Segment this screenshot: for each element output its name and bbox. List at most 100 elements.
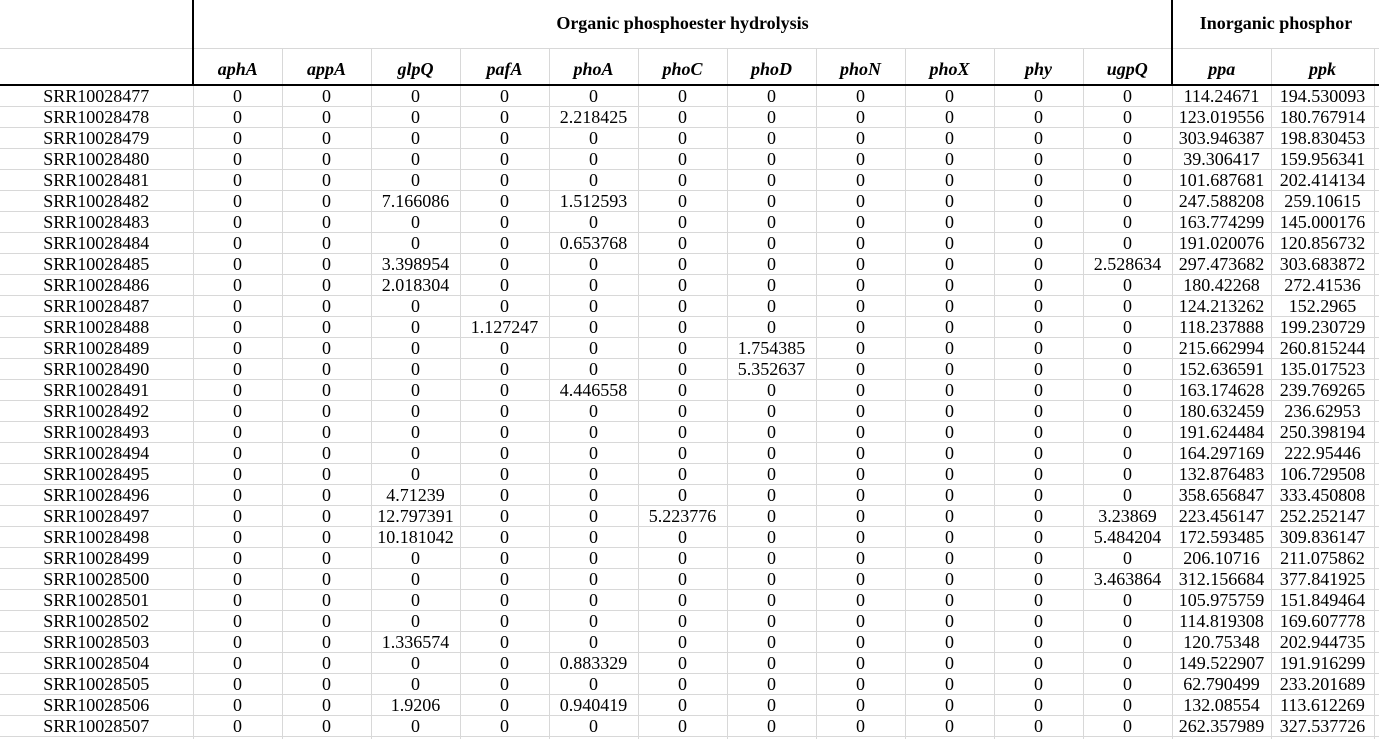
cell-SRR10028482-glpQ: 7.166086 xyxy=(370,190,460,212)
cell-SRR10028484-appA: 0 xyxy=(281,232,371,254)
table-row: SRR10028505 0 0 0 0 0 0 0 0 0 0 0 62.790499 233.20168… xyxy=(0,673,1379,695)
cell-SRR10028505-phoC: 0 xyxy=(637,673,727,695)
cell-SRR10028477-phoA: 0 xyxy=(548,85,638,107)
cell-SRR10028481-glpQ: 0 xyxy=(370,169,460,191)
spacer-cell xyxy=(1373,148,1379,170)
cell-SRR10028486-phoA: 0 xyxy=(548,274,638,296)
table-row: SRR10028479 0 0 0 0 0 0 0 0 0 0 0 303.946387 198.8304… xyxy=(0,127,1379,149)
cell-SRR10028478-phoC: 0 xyxy=(637,106,727,128)
spacer-cell xyxy=(1373,442,1379,464)
cell-SRR10028491-phoC: 0 xyxy=(637,379,727,401)
cell-SRR10028484-ugpQ: 0 xyxy=(1082,232,1173,254)
spacer-cell xyxy=(1373,48,1379,86)
cell-SRR10028504-ppk: 191.916299 xyxy=(1270,652,1375,674)
table-row: SRR10028506 0 0 1.9206 0 0.940419 0 0 0 0 0 0 132.08… xyxy=(0,694,1379,716)
column-header-phy: phy xyxy=(993,48,1083,86)
table-row: SRR10028482 0 0 7.166086 0 1.512593 0 0 0 0 0 0 247.… xyxy=(0,190,1379,212)
cell-SRR10028478-ppa: 123.019556 xyxy=(1171,106,1272,128)
cell-SRR10028504-glpQ: 0 xyxy=(370,652,460,674)
cell-empty xyxy=(1082,736,1173,739)
row-label: SRR10028499 xyxy=(0,547,193,569)
cell-SRR10028498-phy: 0 xyxy=(993,526,1083,548)
cell-SRR10028478-appA: 0 xyxy=(281,106,371,128)
cell-SRR10028477-ppk: 194.530093 xyxy=(1270,85,1375,107)
cell-SRR10028501-phoD: 0 xyxy=(726,589,816,611)
cell-empty xyxy=(904,736,994,739)
corner-blank-cell xyxy=(0,0,193,49)
cell-SRR10028481-phoC: 0 xyxy=(637,169,727,191)
cell-SRR10028502-ugpQ: 0 xyxy=(1082,610,1173,632)
cell-SRR10028488-glpQ: 0 xyxy=(370,316,460,338)
cell-SRR10028505-phoA: 0 xyxy=(548,673,638,695)
cell-SRR10028482-phy: 0 xyxy=(993,190,1083,212)
cell-SRR10028507-glpQ: 0 xyxy=(370,715,460,737)
cell-SRR10028486-phoD: 0 xyxy=(726,274,816,296)
cell-SRR10028505-phoN: 0 xyxy=(815,673,905,695)
table-row: SRR10028480 0 0 0 0 0 0 0 0 0 0 0 39.306417 159.95634… xyxy=(0,148,1379,170)
cell-SRR10028492-phoX: 0 xyxy=(904,400,994,422)
cell-SRR10028482-appA: 0 xyxy=(281,190,371,212)
cell-SRR10028499-ppa: 206.10716 xyxy=(1171,547,1272,569)
cell-SRR10028479-phy: 0 xyxy=(993,127,1083,149)
cell-SRR10028506-appA: 0 xyxy=(281,694,371,716)
table-row: SRR10028499 0 0 0 0 0 0 0 0 0 0 0 206.10716 211.07586… xyxy=(0,547,1379,569)
cell-SRR10028507-phoD: 0 xyxy=(726,715,816,737)
cell-SRR10028496-ppk: 333.450808 xyxy=(1270,484,1375,506)
cell-SRR10028480-phoA: 0 xyxy=(548,148,638,170)
cell-SRR10028495-pafA: 0 xyxy=(459,463,549,485)
cell-SRR10028485-glpQ: 3.398954 xyxy=(370,253,460,275)
cell-SRR10028495-phy: 0 xyxy=(993,463,1083,485)
cell-SRR10028494-appA: 0 xyxy=(281,442,371,464)
cell-SRR10028486-ppk: 272.41536 xyxy=(1270,274,1375,296)
cell-SRR10028498-ppa: 172.593485 xyxy=(1171,526,1272,548)
cell-SRR10028479-phoX: 0 xyxy=(904,127,994,149)
row-label: SRR10028497 xyxy=(0,505,193,527)
cell-SRR10028495-appA: 0 xyxy=(281,463,371,485)
cell-SRR10028490-ppa: 152.636591 xyxy=(1171,358,1272,380)
cell-SRR10028499-phoD: 0 xyxy=(726,547,816,569)
cell-SRR10028496-phoX: 0 xyxy=(904,484,994,506)
cell-SRR10028477-phy: 0 xyxy=(993,85,1083,107)
cell-SRR10028503-ppk: 202.944735 xyxy=(1270,631,1375,653)
cell-SRR10028490-pafA: 0 xyxy=(459,358,549,380)
cell-SRR10028495-phoA: 0 xyxy=(548,463,638,485)
spacer-cell xyxy=(1373,274,1379,296)
cell-SRR10028500-pafA: 0 xyxy=(459,568,549,590)
cell-empty xyxy=(192,736,282,739)
cell-SRR10028501-phoA: 0 xyxy=(548,589,638,611)
cell-SRR10028482-ppa: 247.588208 xyxy=(1171,190,1272,212)
cell-SRR10028500-appA: 0 xyxy=(281,568,371,590)
cell-SRR10028480-glpQ: 0 xyxy=(370,148,460,170)
cell-SRR10028493-glpQ: 0 xyxy=(370,421,460,443)
cell-empty xyxy=(548,736,638,739)
cell-SRR10028499-phoX: 0 xyxy=(904,547,994,569)
cell-SRR10028500-glpQ: 0 xyxy=(370,568,460,590)
cell-SRR10028486-phoN: 0 xyxy=(815,274,905,296)
cell-SRR10028488-phy: 0 xyxy=(993,316,1083,338)
cell-SRR10028501-glpQ: 0 xyxy=(370,589,460,611)
row-label: SRR10028487 xyxy=(0,295,193,317)
cell-SRR10028498-aphA: 0 xyxy=(192,526,282,548)
cell-SRR10028482-phoA: 1.512593 xyxy=(548,190,638,212)
row-label: SRR10028483 xyxy=(0,211,193,233)
cell-SRR10028481-phy: 0 xyxy=(993,169,1083,191)
table-row: SRR10028491 0 0 0 0 4.446558 0 0 0 0 0 0 163.174628 2… xyxy=(0,379,1379,401)
cell-SRR10028483-phy: 0 xyxy=(993,211,1083,233)
spacer-cell xyxy=(1373,652,1379,674)
cell-SRR10028488-pafA: 1.127247 xyxy=(459,316,549,338)
table-row: SRR10028496 0 0 4.71239 0 0 0 0 0 0 0 0 358.656847 33… xyxy=(0,484,1379,506)
cell-SRR10028480-appA: 0 xyxy=(281,148,371,170)
cell-SRR10028500-aphA: 0 xyxy=(192,568,282,590)
cell-SRR10028492-glpQ: 0 xyxy=(370,400,460,422)
cell-SRR10028495-phoD: 0 xyxy=(726,463,816,485)
cell-SRR10028488-appA: 0 xyxy=(281,316,371,338)
table-row: SRR10028504 0 0 0 0 0.883329 0 0 0 0 0 0 149.522907 1… xyxy=(0,652,1379,674)
cell-SRR10028503-appA: 0 xyxy=(281,631,371,653)
cell-SRR10028484-phoC: 0 xyxy=(637,232,727,254)
spacer-cell xyxy=(1373,169,1379,191)
cell-SRR10028484-aphA: 0 xyxy=(192,232,282,254)
cell-SRR10028481-phoX: 0 xyxy=(904,169,994,191)
spacer-cell xyxy=(1373,568,1379,590)
cell-SRR10028497-aphA: 0 xyxy=(192,505,282,527)
cell-SRR10028487-aphA: 0 xyxy=(192,295,282,317)
